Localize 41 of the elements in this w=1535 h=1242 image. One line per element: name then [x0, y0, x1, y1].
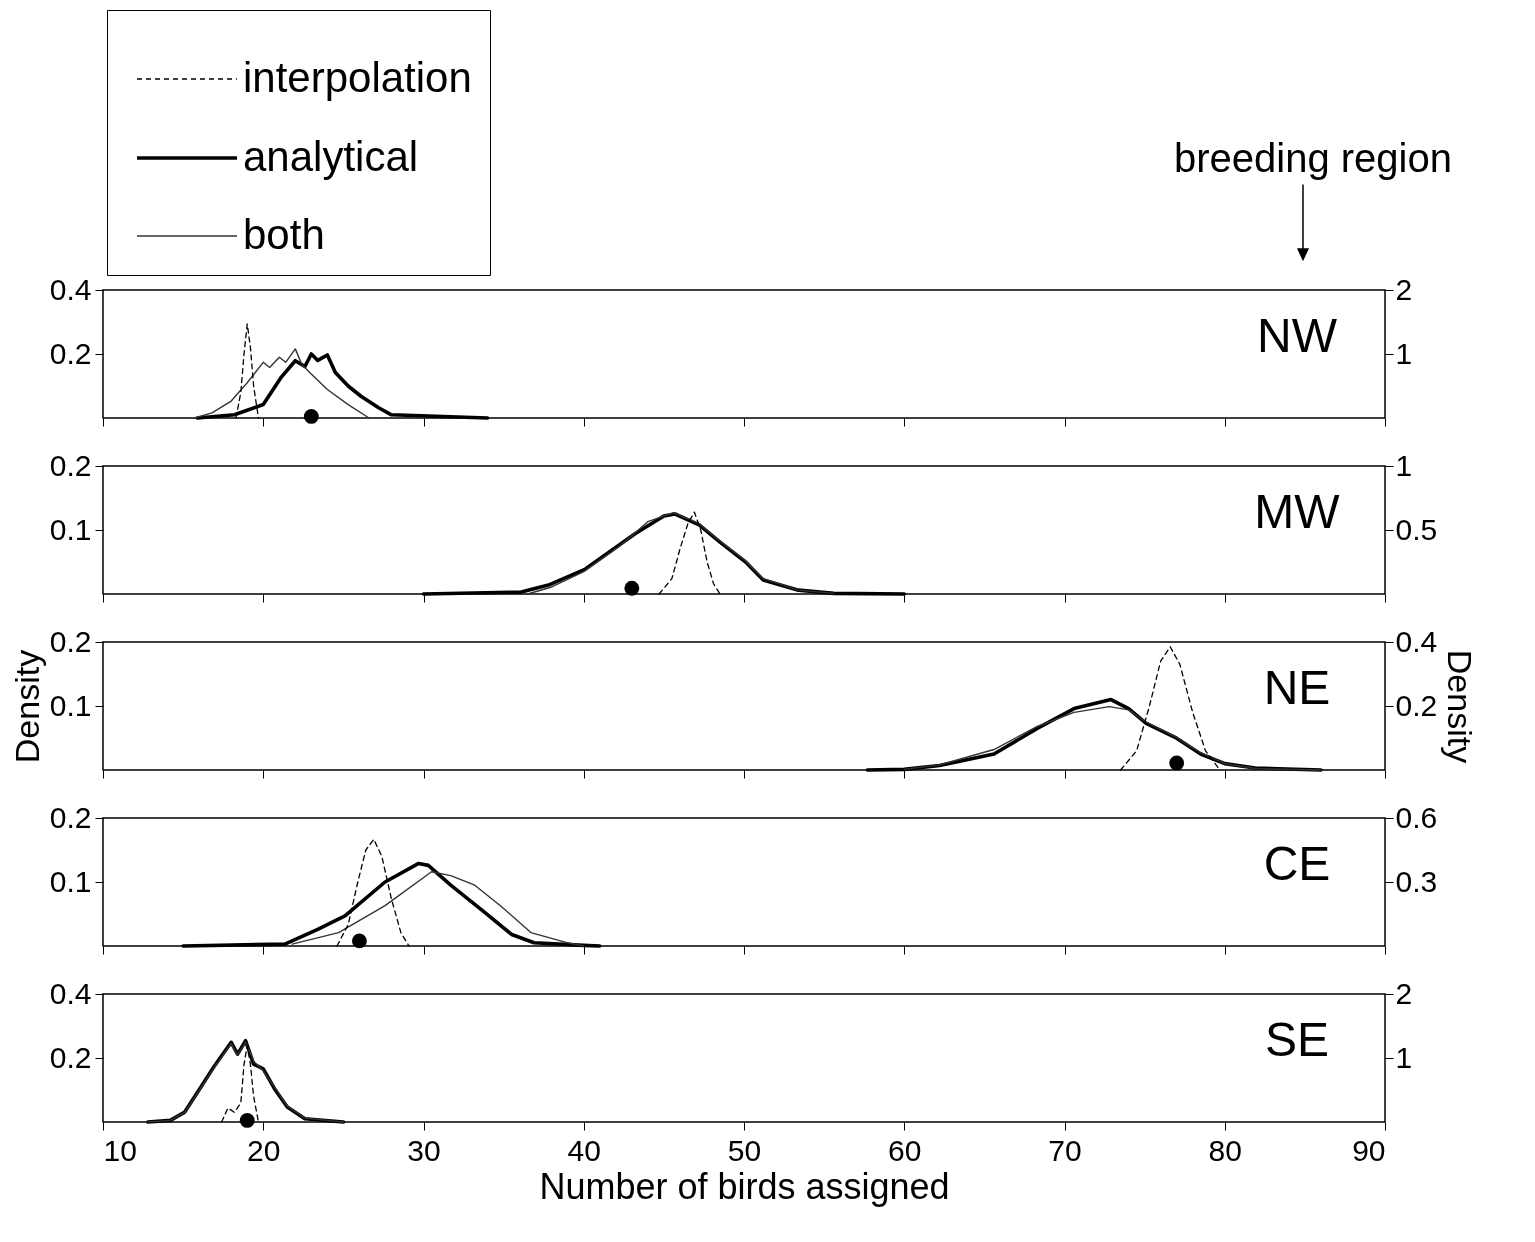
text: breeding region: [1174, 136, 1452, 180]
y2-tick-label: 0.4: [1395, 624, 1438, 658]
legend-label: analytical: [243, 133, 419, 180]
y2-tick-label: 0.2: [1395, 688, 1438, 722]
x-tick-label: 60: [888, 1133, 922, 1167]
y-tick-label: 0.4: [49, 272, 92, 306]
y-tick-label: 0.1: [49, 688, 92, 722]
y-tick-label: 0.1: [49, 864, 92, 898]
legend-label: interpolation: [243, 54, 472, 101]
chart-title: NE: [1263, 661, 1331, 714]
y-tick-label: 0.2: [49, 624, 92, 658]
x-tick-label: 20: [247, 1133, 281, 1167]
y-axis-title: Density: [7, 649, 46, 764]
y2-tick-label: 0.5: [1395, 512, 1438, 546]
x-tick-label: 80: [1208, 1133, 1242, 1167]
y2-tick-label: 2: [1395, 272, 1413, 306]
y-tick-label: 0.1: [49, 512, 92, 546]
y2-tick-label: 0.6: [1395, 800, 1438, 834]
y2-tick-label: 1: [1395, 448, 1413, 482]
y-tick-label: 0.2: [49, 1040, 92, 1074]
x-tick-label: 70: [1048, 1133, 1082, 1167]
y-tick-label: 0.2: [49, 336, 92, 370]
chart-title: CE: [1263, 837, 1331, 890]
chart-title: MW: [1254, 485, 1341, 538]
y2-tick-label: 1: [1395, 1040, 1413, 1074]
x-tick-label: 90: [1352, 1133, 1386, 1167]
x-tick-label: 50: [727, 1133, 762, 1167]
chart-title: NW: [1257, 309, 1338, 362]
y-tick-label: 0.2: [49, 800, 92, 834]
chart-title: SE: [1264, 1013, 1330, 1066]
y2-tick-label: 1: [1395, 336, 1413, 370]
x-axis-title: Number of birds assigned: [539, 1165, 950, 1207]
legend-label: both: [243, 211, 325, 258]
x-tick-label: 40: [567, 1133, 601, 1167]
y-tick-label: 0.4: [49, 976, 92, 1010]
y2-tick-label: 2: [1395, 976, 1413, 1010]
y-tick-label: 0.2: [49, 448, 92, 482]
x-tick-label: 10: [103, 1133, 137, 1167]
y2-axis-title: Density: [1441, 649, 1480, 764]
y2-tick-label: 0.3: [1395, 864, 1438, 898]
x-tick-label: 30: [407, 1133, 441, 1167]
